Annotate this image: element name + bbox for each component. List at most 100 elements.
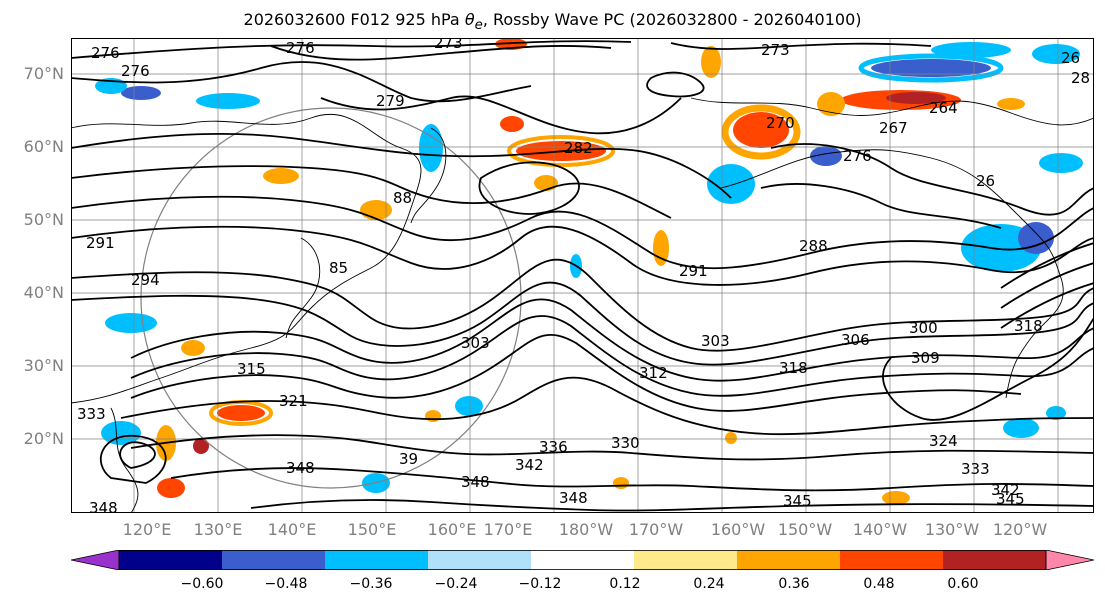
- contour-label: 39: [399, 450, 418, 468]
- shade-patch: [725, 432, 737, 444]
- contour-line: [100, 435, 167, 484]
- contour-label: 348: [286, 459, 315, 477]
- contour-line: [130, 298, 1094, 382]
- shade-patch: [196, 93, 260, 109]
- contour-line: [270, 45, 612, 61]
- coastlines: [71, 97, 1094, 513]
- contour-label: 318: [779, 359, 808, 377]
- colorbar-segment: [737, 550, 841, 570]
- shade-patch: [1018, 222, 1054, 254]
- contour-label: 318: [1014, 317, 1043, 335]
- contour-label: 321: [279, 392, 308, 410]
- contour-label: 270: [766, 114, 795, 132]
- contour-line: [250, 499, 1094, 512]
- colorbar-tick: 0.12: [609, 576, 641, 592]
- shade-patch: [263, 168, 299, 184]
- lon-label-140w: 140°W: [852, 520, 908, 539]
- contour-label: 85: [329, 259, 348, 277]
- colorbar-tick: 0.24: [693, 576, 725, 592]
- lon-label-160e: 160°E: [427, 520, 477, 539]
- shade-patch: [882, 491, 910, 505]
- shade-patch: [455, 396, 483, 416]
- contour-label: 312: [639, 364, 668, 382]
- colorbar-tick: 0.48: [863, 576, 895, 592]
- contour-label: 279: [376, 92, 405, 110]
- contour-line: [1000, 262, 1094, 309]
- contour-label: 273: [761, 41, 790, 59]
- contour-line: [71, 40, 632, 59]
- lon-label-150e: 150°E: [347, 520, 397, 539]
- contour-label: 88: [393, 189, 412, 207]
- shade-patch: [217, 405, 265, 421]
- contour-label: 276: [286, 39, 315, 57]
- colorbar-tick: 0.36: [778, 576, 810, 592]
- contour-label: 276: [121, 62, 150, 80]
- map-panel[interactable]: 273 273 276 276 276 279 282 270 267 264 …: [71, 38, 1094, 513]
- shade-patch: [817, 92, 845, 116]
- anomaly-shading: [95, 38, 1083, 505]
- shade-patch: [613, 477, 629, 489]
- contour-label: 348: [461, 473, 490, 491]
- graticule: [71, 38, 1094, 513]
- contour-label: 26: [976, 172, 995, 190]
- colorbar-segment: [325, 550, 429, 570]
- colorbar-segment: [840, 550, 944, 570]
- shade-patch: [810, 146, 842, 166]
- title-prefix: 2026032600 F012 925 hPa: [243, 10, 465, 29]
- shade-patch: [1003, 418, 1039, 438]
- contour-line: [71, 258, 1094, 352]
- lat-label-40n: 40°N: [23, 283, 64, 302]
- shade-patch: [721, 104, 801, 160]
- shade-patch: [425, 410, 441, 422]
- shade-patch: [1039, 153, 1083, 173]
- contour-line: [882, 317, 1094, 421]
- shade-patch: [1046, 406, 1066, 420]
- colorbar-extend-high: [1045, 550, 1094, 570]
- shade-patch: [931, 42, 1011, 58]
- shade-patch: [419, 124, 443, 172]
- contour-label: 276: [843, 147, 872, 165]
- coastline-asia: [71, 113, 422, 404]
- contour-label: 288: [799, 237, 828, 255]
- map-canvas: 273 273 276 276 276 279 282 270 267 264 …: [71, 38, 1094, 513]
- contour-line: [71, 281, 1094, 366]
- lon-label-170w: 170°W: [628, 520, 684, 539]
- lon-label-130e: 130°E: [193, 520, 243, 539]
- contour-label: 291: [86, 234, 115, 252]
- contour-label: 303: [701, 332, 730, 350]
- colorbar-frame: [118, 550, 1047, 570]
- contour-line: [71, 225, 1094, 286]
- contour-line: [646, 71, 705, 98]
- contour-line: [71, 165, 672, 219]
- colorbar-segment: [943, 550, 1047, 570]
- colorbar-segment: [119, 550, 223, 570]
- contour-label: 267: [879, 119, 908, 137]
- colorbar-tick: −0.24: [434, 576, 478, 592]
- contour-line: [670, 42, 932, 50]
- colorbar-segment: [428, 550, 532, 570]
- shade-patch: [507, 135, 615, 167]
- lat-label-70n: 70°N: [23, 64, 64, 83]
- shade-patch: [181, 340, 205, 356]
- shade-patch: [707, 164, 755, 204]
- contour-line: [71, 132, 732, 199]
- contour-line: [130, 315, 1094, 397]
- contour-label: 330: [611, 434, 640, 452]
- contour-label: 294: [131, 271, 160, 289]
- coastline-kamchatka: [410, 127, 447, 224]
- lon-label-150w: 150°W: [777, 520, 833, 539]
- contour-line: [760, 183, 1002, 229]
- contour-label: 26: [1061, 49, 1080, 67]
- shade-patch: [871, 59, 991, 77]
- colorbar-extend-low: [71, 550, 120, 570]
- contour-label: 276: [91, 44, 120, 62]
- contour-label: 309: [911, 349, 940, 367]
- shade-patch: [997, 98, 1025, 110]
- contour-line: [478, 161, 580, 215]
- lon-label-180w: 180°W: [558, 520, 614, 539]
- contour-line: [130, 333, 1022, 412]
- lat-label-30n: 30°N: [23, 356, 64, 375]
- contour-label: 291: [679, 262, 708, 280]
- contour-line: [119, 441, 156, 469]
- colorbar-tick: 0.60: [947, 576, 979, 592]
